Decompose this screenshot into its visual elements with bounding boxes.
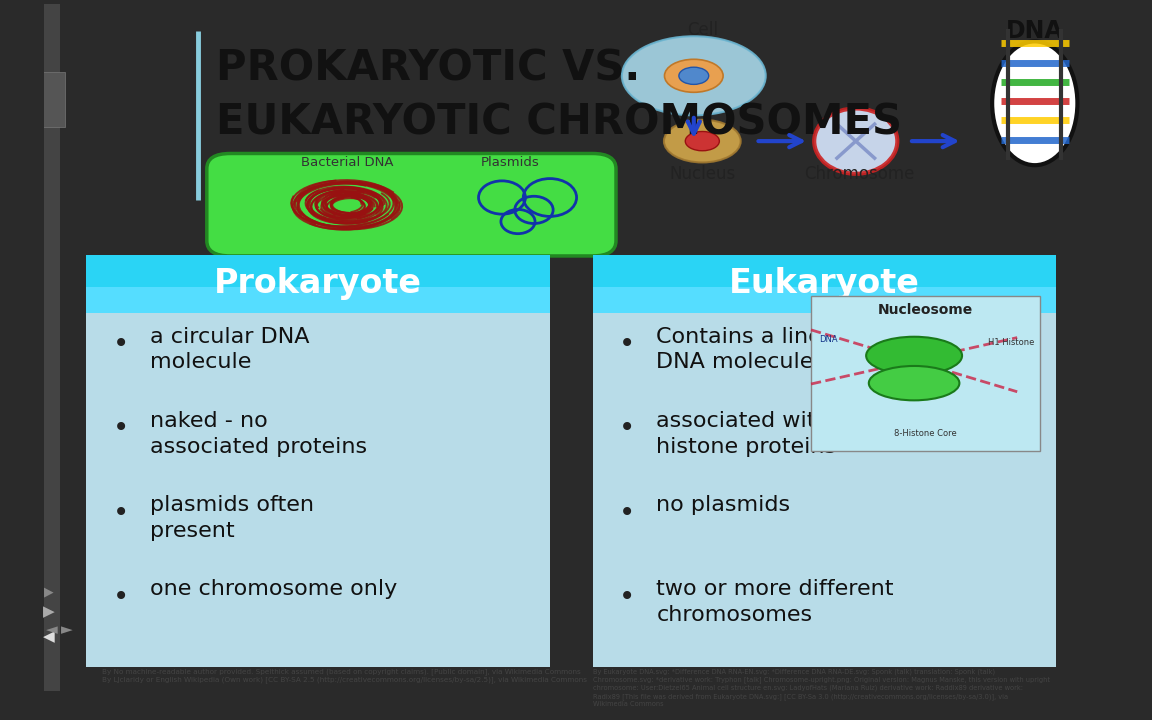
- Ellipse shape: [866, 337, 962, 374]
- Text: •: •: [620, 415, 636, 443]
- FancyBboxPatch shape: [592, 313, 1056, 667]
- Ellipse shape: [992, 42, 1077, 165]
- Text: •: •: [113, 499, 129, 526]
- FancyBboxPatch shape: [811, 296, 1040, 451]
- Ellipse shape: [665, 59, 723, 92]
- Ellipse shape: [685, 132, 719, 150]
- Text: •: •: [113, 330, 129, 359]
- FancyBboxPatch shape: [592, 255, 1056, 313]
- Text: ◄: ◄: [46, 622, 58, 636]
- Text: •: •: [620, 499, 636, 526]
- Text: ▶: ▶: [44, 605, 55, 620]
- Text: •: •: [620, 330, 636, 359]
- Ellipse shape: [869, 366, 960, 400]
- Text: a circular DNA
molecule: a circular DNA molecule: [150, 327, 310, 372]
- FancyBboxPatch shape: [86, 313, 550, 667]
- Ellipse shape: [814, 109, 897, 174]
- Text: •: •: [113, 583, 129, 611]
- Text: DNA: DNA: [1006, 19, 1063, 42]
- Text: plasmids often
present: plasmids often present: [150, 495, 314, 541]
- Text: 8-Histone Core: 8-Histone Core: [894, 429, 957, 438]
- Text: two or more different
chromosomes: two or more different chromosomes: [657, 580, 894, 625]
- Text: DNA: DNA: [819, 335, 839, 343]
- Text: ◀: ◀: [44, 629, 55, 644]
- Text: Contains a linear
DNA molecule: Contains a linear DNA molecule: [657, 327, 846, 372]
- Text: By Eukaryote DNA.svg: *Difference DNA RNA-EN.svg: *Difference DNA RNA-DE.svg: Sp: By Eukaryote DNA.svg: *Difference DNA RN…: [592, 668, 1049, 707]
- Text: one chromosome only: one chromosome only: [150, 580, 397, 600]
- Text: Plasmids: Plasmids: [482, 156, 540, 168]
- Text: Cell: Cell: [687, 21, 718, 39]
- FancyBboxPatch shape: [86, 255, 550, 313]
- Text: EUKARYOTIC CHROMOSOMES: EUKARYOTIC CHROMOSOMES: [217, 102, 902, 143]
- Text: ▶: ▶: [44, 585, 54, 598]
- Text: Nucleosome: Nucleosome: [878, 302, 973, 317]
- Text: Bacterial DNA: Bacterial DNA: [301, 156, 394, 168]
- Text: Eukaryote: Eukaryote: [729, 267, 919, 300]
- Text: •: •: [113, 415, 129, 443]
- Text: PROKARYOTIC VS.: PROKARYOTIC VS.: [217, 48, 641, 90]
- Text: By No machine-readable author provided. Spelthick assumed (based on copyright cl: By No machine-readable author provided. …: [103, 668, 581, 675]
- Ellipse shape: [664, 120, 741, 163]
- Text: naked - no
associated proteins: naked - no associated proteins: [150, 411, 367, 456]
- Text: By LJclaridy or English Wikipedia (Own work) [CC BY-SA 2.5 (http://creativecommo: By LJclaridy or English Wikipedia (Own w…: [103, 676, 588, 683]
- Text: Chromosome: Chromosome: [804, 165, 915, 183]
- Ellipse shape: [622, 36, 766, 115]
- FancyBboxPatch shape: [1, 0, 60, 719]
- FancyBboxPatch shape: [17, 73, 65, 127]
- Text: no plasmids: no plasmids: [657, 495, 790, 516]
- Text: ►: ►: [61, 622, 73, 636]
- Ellipse shape: [679, 67, 708, 84]
- FancyBboxPatch shape: [207, 153, 616, 256]
- Text: •: •: [620, 583, 636, 611]
- Text: Prokaryote: Prokaryote: [214, 267, 422, 300]
- Text: H1 Histone: H1 Histone: [988, 338, 1034, 347]
- FancyBboxPatch shape: [592, 287, 1056, 313]
- Text: associated with
histone proteins: associated with histone proteins: [657, 411, 836, 456]
- FancyBboxPatch shape: [86, 287, 550, 313]
- Text: Nucleus: Nucleus: [669, 165, 735, 183]
